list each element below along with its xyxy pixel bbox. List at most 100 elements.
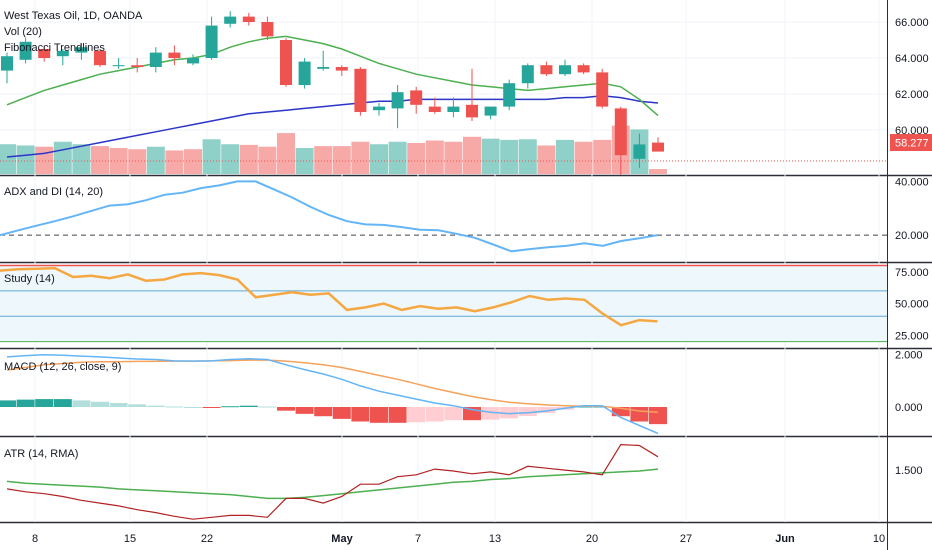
volume-bar [463,136,481,174]
candle-body [317,67,330,69]
volume-bar [518,139,537,174]
candle-body [242,16,255,22]
study-pane[interactable] [0,264,887,343]
time-axis-label: 10 [873,533,885,545]
volume-bar [128,149,147,174]
volume-bar [277,133,295,174]
macd-histogram-bar [277,407,295,411]
candle-body [354,68,367,112]
macd-histogram-bar [184,407,202,408]
adx-tick-label: 20.000 [895,230,929,242]
candle-body [75,47,88,53]
volume-bar [556,139,574,174]
study-tick-label: 50.000 [895,299,929,311]
macd-histogram-bar [239,405,258,407]
macd-legend: MACD (12, 26, close, 9) [4,361,121,373]
time-axis-label: 8 [32,533,38,545]
volume-bar [53,141,72,174]
macd-pane[interactable] [0,354,667,435]
candle-body [559,65,571,75]
macd-histogram-bar [518,407,537,416]
candle-body [131,65,144,67]
macd-histogram-bar [537,407,556,414]
price-pane[interactable] [0,11,887,175]
candle-body [261,22,274,37]
macd-histogram-bar [295,407,314,414]
macd-signal-line [6,359,659,414]
macd-histogram-bar [593,406,612,408]
adx-pane[interactable] [0,180,887,253]
candle-body [410,90,423,105]
candle-body [19,41,32,60]
macd-histogram-bar [370,407,388,423]
volume-bar [574,141,593,174]
macd-histogram-bar [425,407,444,422]
volume-bar [202,139,221,174]
volume-bar [16,145,35,174]
volume-bar [72,144,91,174]
last-price-tag [890,134,932,151]
adx-legend: ADX and DI (14, 20) [4,186,103,198]
macd-histogram-bar [444,407,463,421]
candle-body [168,52,181,58]
volume-bar [258,146,277,174]
macd-histogram-bar [72,400,91,407]
candle-body [38,49,51,58]
macd-line [6,354,659,435]
candle-body [280,40,292,85]
volume-bar [0,144,16,174]
candle-body [596,72,609,107]
chart-title: West Texas Oil, 1D, OANDA [4,10,143,22]
time-axis-label: 13 [489,533,501,545]
candle-body [335,67,348,71]
macd-histogram-bar [53,399,72,407]
study-tick-label: 25.000 [895,330,929,342]
macd-histogram-bar [202,407,221,408]
volume-bar [407,143,426,174]
macd-histogram-bar [0,400,16,407]
volume-bar [35,146,54,174]
macd-histogram-bar [146,405,165,407]
candle-body [149,52,162,67]
candle-body [56,50,69,57]
volume-bar [165,150,184,174]
volume-bar [109,147,128,174]
time-axis-label: Jun [775,533,795,545]
candle-body [187,58,199,64]
macd-histogram-bar [221,406,240,408]
volume-bar [537,145,556,174]
candle-body [391,92,404,109]
time-axis-label: 22 [201,533,213,545]
volume-bar [593,139,612,174]
candle-body [503,83,516,107]
price-axis[interactable]: 66.00064.00062.00060.00040.00020.00075.0… [895,17,929,477]
time-axis-label: 15 [124,533,136,545]
volume-bar [239,144,258,174]
macd-histogram-bar [258,406,277,408]
candle-body [484,106,497,116]
candle-body [94,50,106,66]
volume-bar [425,140,444,174]
price-tick-label: 62.000 [895,89,929,101]
fibonacci-legend: Fibonacci Trendlines [4,42,105,54]
time-axis[interactable]: 8 15 22 May 7 13 20 27 Jun 10 [32,533,885,545]
atr-tick-label: 1.500 [895,465,923,477]
macd-histogram-bar [611,407,630,417]
volume-bar [649,169,667,174]
atr-pane[interactable] [6,443,659,520]
macd-histogram-bar [574,406,593,408]
candle-body [577,65,590,73]
atr-legend: ATR (14, RMA) [4,448,78,460]
candle-body [1,56,13,71]
candle-body [447,106,460,112]
macd-histogram-bar [332,407,351,419]
macd-histogram-bar [35,399,54,407]
volume-bar [146,146,165,174]
macd-histogram-bar [91,401,109,407]
macd-histogram-bar [16,399,35,407]
macd-tick-label: 0.000 [895,402,923,414]
adx-tick-label: 40.000 [895,176,929,188]
volume-bar [91,146,109,174]
